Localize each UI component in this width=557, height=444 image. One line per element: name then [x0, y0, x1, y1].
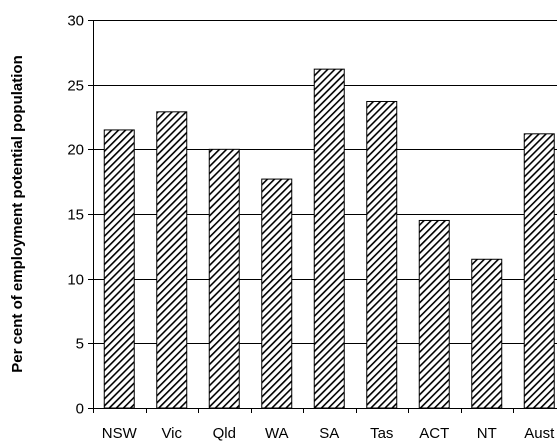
x-tick-label-sa: SA: [319, 425, 339, 442]
bar-qld: [208, 148, 240, 409]
x-tick-labels: NSW Vic Qld WA SA Tas ACT NT Aust: [93, 408, 555, 442]
x-tick-label-nt: NT: [477, 425, 497, 442]
y-tick-labels: 0 5 10 15 20 25 30: [67, 13, 93, 418]
y-tick-label: 0: [76, 401, 84, 418]
x-tick-label-qld: Qld: [213, 425, 236, 442]
y-tick-label: 25: [67, 78, 84, 95]
bar-vic: [156, 111, 188, 409]
y-axis-label: Per cent of employment potential populat…: [9, 55, 26, 373]
bars: [103, 68, 555, 409]
axes: [93, 20, 557, 409]
x-tick-label-aust: Aust: [524, 425, 555, 442]
bar-wa: [261, 178, 293, 409]
bar-sa: [313, 68, 345, 409]
y-tick-label: 20: [67, 142, 84, 159]
y-tick-label: 5: [76, 336, 84, 353]
bar-nsw: [103, 129, 135, 409]
bar-nt: [471, 258, 503, 409]
x-tick-label-vic: Vic: [161, 425, 182, 442]
bar-aust: [523, 133, 555, 409]
y-tick-label: 30: [67, 13, 84, 30]
x-tick-label-act: ACT: [419, 425, 449, 442]
bar-tas: [366, 100, 398, 409]
x-tick-label-tas: Tas: [370, 425, 393, 442]
y-tick-label: 15: [67, 207, 84, 224]
x-tick-label-nsw: NSW: [102, 425, 138, 442]
y-tick-label: 10: [67, 272, 84, 289]
x-tick-label-wa: WA: [265, 425, 289, 442]
bar-act: [418, 219, 450, 409]
